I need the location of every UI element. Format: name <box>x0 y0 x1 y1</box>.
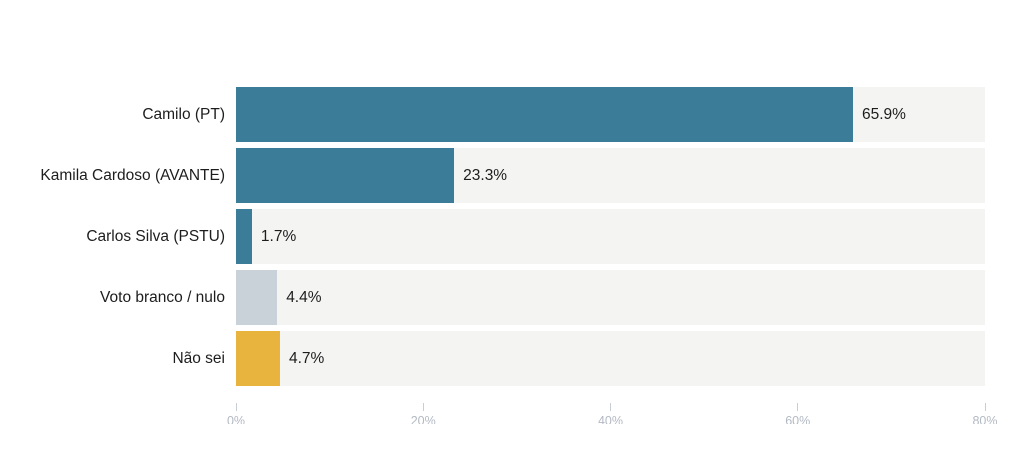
value-label: 1.7% <box>260 227 297 245</box>
x-axis: 0% 20% 40% 60% 80% <box>227 403 998 425</box>
row-plot: 23.3% <box>236 148 985 203</box>
tick-label: 40% <box>597 414 624 424</box>
row-plot: 1.7% <box>236 209 985 264</box>
row-track <box>236 270 985 325</box>
bar <box>236 270 278 325</box>
chart-row: Camilo (PT) 65.9% <box>0 87 985 142</box>
value-label: 4.7% <box>289 349 325 367</box>
value-label: 23.3% <box>463 166 508 184</box>
tick-label: 80% <box>972 414 998 424</box>
chart-row: Carlos Silva (PSTU) 1.7% <box>0 209 985 264</box>
category-label: Voto branco / nulo <box>100 289 225 306</box>
row-plot: 4.7% <box>236 331 985 386</box>
row-plot: 65.9% <box>236 87 985 142</box>
tick-label: 20% <box>410 414 436 424</box>
tick-mark <box>610 403 611 411</box>
bar <box>236 87 853 142</box>
tick-mark <box>797 403 799 411</box>
category-label: Não sei <box>172 350 225 367</box>
chart-row: Kamila Cardoso (AVANTE) 23.3% <box>0 148 985 203</box>
chart-row: Não sei 4.7% <box>0 331 985 386</box>
tick-mark <box>235 403 237 411</box>
tick-label: 60% <box>785 414 811 424</box>
category-label: Carlos Silva (PSTU) <box>86 228 225 245</box>
chart-row: Voto branco / nulo 4.4% <box>0 270 985 325</box>
row-plot: 4.4% <box>236 270 985 325</box>
tick-label: 0% <box>226 414 246 424</box>
row-track <box>236 209 985 264</box>
chart-rows: Camilo (PT) 65.9% Kamila Cardoso (AVANTE… <box>0 87 985 392</box>
category-label: Kamila Cardoso (AVANTE) <box>40 167 225 184</box>
row-track <box>236 331 985 386</box>
value-label: 4.4% <box>286 288 322 306</box>
bar <box>236 209 252 264</box>
bar <box>236 148 455 203</box>
tick-mark <box>422 403 424 411</box>
tick-mark <box>984 403 986 411</box>
category-label: Camilo (PT) <box>142 106 225 123</box>
bar <box>236 331 280 386</box>
value-label: 65.9% <box>861 105 906 123</box>
